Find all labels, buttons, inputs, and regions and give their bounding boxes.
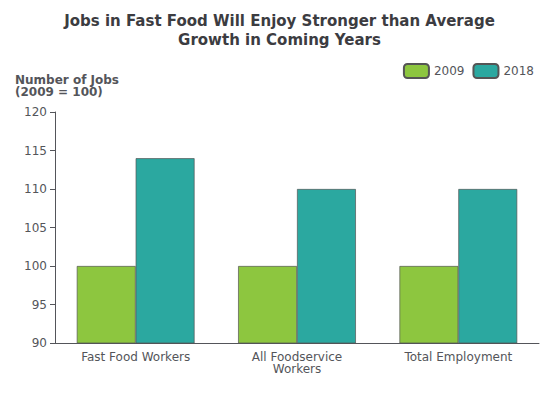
svg-text:90: 90 [32,336,47,350]
svg-text:Growth in Coming Years: Growth in Coming Years [178,31,381,49]
svg-text:110: 110 [24,182,47,196]
svg-text:95: 95 [32,298,47,312]
svg-text:2009: 2009 [434,64,465,78]
svg-text:2018: 2018 [503,64,534,78]
svg-text:120: 120 [24,105,47,119]
svg-text:All Foodservice: All Foodservice [251,350,343,364]
svg-text:105: 105 [24,221,47,235]
svg-text:100: 100 [24,259,47,273]
svg-text:Workers: Workers [273,362,322,376]
svg-text:(2009 = 100): (2009 = 100) [15,85,103,99]
svg-text:115: 115 [24,144,47,158]
svg-text:Total Employment: Total Employment [403,350,512,364]
svg-text:Number of Jobs: Number of Jobs [15,73,119,87]
svg-text:Fast Food Workers: Fast Food Workers [81,350,190,364]
svg-text:Jobs in Fast Food Will Enjoy S: Jobs in Fast Food Will Enjoy Stronger th… [63,12,495,30]
